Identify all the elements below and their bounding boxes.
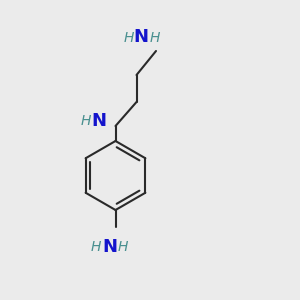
Text: H: H: [80, 114, 91, 128]
Text: H: H: [149, 31, 160, 44]
Text: H: H: [124, 31, 134, 44]
Text: N: N: [102, 238, 117, 256]
Text: H: H: [91, 240, 101, 254]
Text: H: H: [118, 240, 128, 254]
Text: N: N: [134, 28, 148, 46]
Text: N: N: [92, 112, 106, 130]
